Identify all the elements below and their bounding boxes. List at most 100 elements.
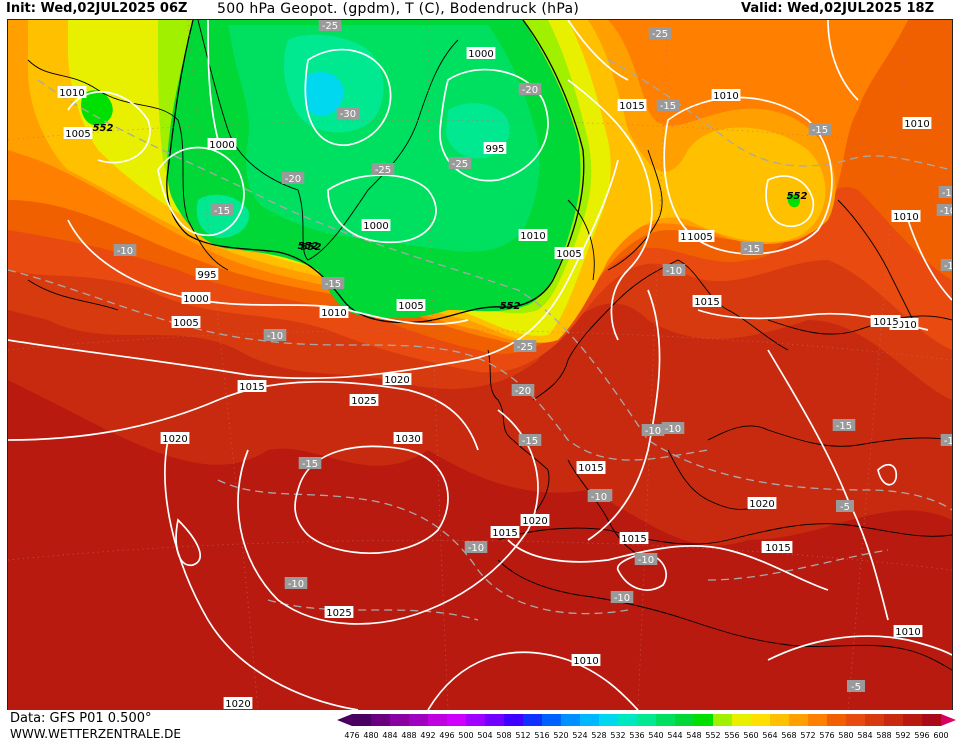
scale-label: 584 [857,731,872,740]
pressure-label: 1010 [895,627,920,638]
field-540-west [196,194,249,238]
pressure-label: 1025 [351,396,376,407]
pressure-label: 1005 [65,129,90,140]
site-name: WWW.WETTERZENTRALE.DE [10,727,181,741]
scale-swatch [789,714,808,726]
temperature-label: -20 [285,174,301,185]
temperature-label-box [318,20,342,31]
scale-label: 596 [914,731,929,740]
pressure-label-box [871,315,901,327]
pressure-label-box [692,295,722,307]
pressure-label: 1005 [398,301,423,312]
scale-swatch [637,714,656,726]
temperature-label-box [284,577,308,589]
header-bar: Init: Wed,02JUL2025 06Z 500 hPa Geopot. … [0,0,959,19]
pressure-label-box [763,541,793,553]
temperature-label-box [936,204,952,216]
temperature-label: -15 [214,206,230,217]
pressure-label: 1000 [363,221,388,232]
temperature-label-box [634,553,658,565]
scale-label: 576 [819,731,834,740]
temperature-label-box [210,204,234,216]
pressure-label: 1005 [687,232,712,243]
scale-swatch [504,714,523,726]
isotherms [8,59,952,621]
temperature-label: -30 [340,109,356,120]
temperature-label-box [513,340,537,352]
valid-time: Valid: Wed,02JUL2025 18Z [741,1,934,16]
scale-labels: 476 480 484 488 492 496 500 504 508 512 516 520 524 5… [344,731,948,740]
scale-swatch [694,714,713,726]
temperature-label-box [448,157,472,169]
scale-label: 540 [648,731,663,740]
temperature-label: -15 [944,436,952,447]
pressure-label-box [685,230,715,242]
scale-swatch [751,714,770,726]
scale-label: 548 [686,731,701,740]
temperature-label-box [662,264,686,276]
pressure-label: 1015 [619,101,644,112]
pressure-label-box [891,210,921,222]
pressure-label: 1015 [239,382,264,393]
pressure-label-box [195,268,219,280]
scale-label: 504 [477,731,492,740]
field-536 [304,72,344,117]
scale-swatch [561,714,580,726]
scale-label: 520 [553,731,568,740]
geopotential-label: 552 [500,301,521,312]
pressure-label-box [361,219,391,231]
temperature-label: -5 [840,502,850,513]
scale-swatch [827,714,846,726]
pressure-label-box [171,316,201,328]
temperature-label: -25 [452,159,468,170]
scale-label: 544 [667,731,682,740]
scale-label: 524 [572,731,587,740]
pressure-label-box [747,497,777,509]
pressure-label-box [349,394,379,406]
scale-arrow-left [337,714,352,726]
pressure-label-box [576,461,606,473]
pressure-label: 1000 [183,294,208,305]
scale-label: 600 [933,731,948,740]
scale-swatch [485,714,504,726]
scale-label: 568 [781,731,796,740]
temperature-label: -10 [468,543,484,554]
pressure-label-box [483,142,507,154]
scale-label: 500 [458,731,473,740]
pressure-label: 1015 [694,297,719,308]
pressure-label-box [63,127,93,139]
pressure-label-box [396,299,426,311]
pressure-label-box [893,625,923,637]
temperature-label: -10 [638,555,654,566]
scale-swatches [337,714,956,726]
pressure-label-box [319,306,349,318]
temperature-label-box [371,163,395,175]
pressure-label: 1030 [395,434,420,445]
temperature-label: -10 [665,424,681,435]
scale-swatch [542,714,561,726]
temperature-label: -10 [117,246,133,257]
weather-map: 1010 1005 1000 995 1000 1005 1010 1015 1020 1025 1… [7,19,953,711]
pressure-label-box [382,373,412,385]
pressure-label: 1010 [904,119,929,130]
temperature-label-box [938,186,952,198]
temperature-label-box [518,434,542,446]
scale-swatch [447,714,466,726]
geopotential-label: 552 [301,242,322,253]
scale-label: 564 [762,731,777,740]
scale-label: 492 [420,731,435,740]
pressure-label-box [324,606,354,618]
pressure-label-box [902,117,932,129]
pressure-label: 1015 [492,528,517,539]
scale-swatch [409,714,428,726]
pressure-label: 1000 [209,140,234,151]
scale-swatch [466,714,485,726]
scale-label: 536 [629,731,644,740]
map-title: 500 hPa Geopot. (gpdm), T (C), Bodendruc… [217,1,580,17]
scale-swatch [390,714,409,726]
pressure-label: 1020 [162,434,187,445]
scale-swatch [428,714,447,726]
scale-label: 580 [838,731,853,740]
scale-swatch [675,714,694,726]
field-552-cell-east [787,194,800,208]
